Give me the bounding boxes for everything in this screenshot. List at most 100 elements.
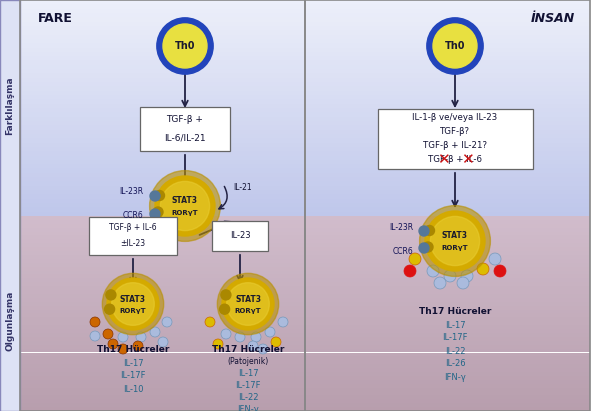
Bar — [305, 243, 590, 247]
Bar — [20, 333, 305, 337]
Circle shape — [154, 191, 165, 201]
Bar — [305, 368, 590, 372]
Bar — [20, 356, 305, 360]
Bar — [305, 30, 590, 35]
Bar — [305, 129, 590, 134]
Circle shape — [404, 265, 416, 277]
Bar — [20, 121, 305, 125]
Bar — [20, 177, 305, 181]
Bar — [305, 56, 590, 60]
Circle shape — [222, 278, 274, 330]
Text: IL-17F: IL-17F — [442, 333, 468, 342]
Bar — [305, 22, 590, 26]
Bar — [305, 290, 590, 294]
Circle shape — [107, 278, 159, 330]
Circle shape — [133, 341, 143, 351]
Bar — [20, 65, 305, 69]
Bar — [20, 208, 305, 212]
Bar — [305, 121, 590, 125]
Bar — [20, 251, 305, 255]
Text: IL-26: IL-26 — [445, 360, 465, 369]
Bar — [305, 65, 590, 69]
Bar — [20, 82, 305, 86]
Circle shape — [221, 329, 231, 339]
Circle shape — [163, 24, 207, 68]
Bar — [20, 30, 305, 35]
Circle shape — [409, 253, 421, 265]
Bar — [305, 86, 590, 91]
Text: Th17 Hücreler: Th17 Hücreler — [419, 307, 491, 316]
Circle shape — [489, 253, 501, 265]
Bar — [305, 43, 590, 48]
Bar — [305, 345, 590, 349]
Bar — [20, 5, 305, 9]
Bar — [305, 143, 590, 147]
Text: TGF-β + IL-6: TGF-β + IL-6 — [109, 224, 157, 233]
Text: (Patojenik): (Patojenik) — [228, 356, 268, 365]
Bar — [20, 317, 305, 321]
Bar — [305, 104, 590, 108]
Bar — [20, 270, 305, 275]
Bar — [305, 275, 590, 278]
Circle shape — [235, 332, 245, 342]
Bar — [305, 364, 590, 368]
Bar — [20, 69, 305, 74]
Circle shape — [153, 207, 163, 217]
Bar — [305, 203, 590, 208]
Bar — [0, 0, 20, 411]
Bar — [305, 177, 590, 181]
Text: Th17 Hücreler: Th17 Hücreler — [97, 344, 169, 353]
Circle shape — [158, 337, 168, 347]
Bar — [305, 228, 590, 232]
Bar — [20, 403, 305, 407]
Bar — [20, 160, 305, 164]
Text: Th0: Th0 — [445, 41, 465, 51]
Bar — [305, 216, 590, 220]
Bar — [20, 22, 305, 26]
Bar — [20, 181, 305, 186]
Bar — [305, 52, 590, 56]
Bar — [20, 78, 305, 82]
Bar — [305, 294, 590, 298]
Bar — [20, 104, 305, 108]
Bar — [20, 286, 305, 290]
Bar — [20, 255, 305, 259]
Bar — [20, 380, 305, 384]
Bar — [20, 341, 305, 345]
Bar — [20, 190, 305, 194]
Circle shape — [433, 24, 477, 68]
Circle shape — [205, 317, 215, 327]
Bar — [20, 243, 305, 247]
Text: ✕: ✕ — [461, 152, 473, 168]
Bar — [305, 407, 590, 411]
Text: IL-22: IL-22 — [445, 346, 465, 356]
Text: RORγT: RORγT — [235, 308, 261, 314]
Bar — [20, 278, 305, 282]
Bar — [20, 384, 305, 388]
Bar — [20, 13, 305, 17]
Bar — [305, 186, 590, 190]
Bar — [140, 107, 230, 151]
Bar — [305, 194, 590, 199]
Bar — [20, 125, 305, 129]
Bar — [305, 91, 590, 95]
Text: Th17 Hücreler: Th17 Hücreler — [212, 344, 284, 353]
Bar — [305, 9, 590, 13]
Bar — [305, 0, 590, 5]
Bar — [305, 267, 590, 270]
Text: STAT3: STAT3 — [172, 196, 198, 206]
Bar — [305, 403, 590, 407]
Bar — [305, 247, 590, 251]
Bar — [20, 143, 305, 147]
Bar — [305, 236, 590, 239]
Bar — [305, 35, 590, 39]
Bar — [20, 232, 305, 236]
Text: İNSAN: İNSAN — [531, 12, 575, 25]
Text: TGF-β + IL-6: TGF-β + IL-6 — [428, 155, 482, 164]
Text: IFN-γ: IFN-γ — [444, 372, 466, 381]
Bar — [305, 39, 590, 43]
Bar — [20, 39, 305, 43]
Bar — [20, 224, 305, 228]
Bar — [305, 380, 590, 384]
Circle shape — [221, 290, 231, 300]
